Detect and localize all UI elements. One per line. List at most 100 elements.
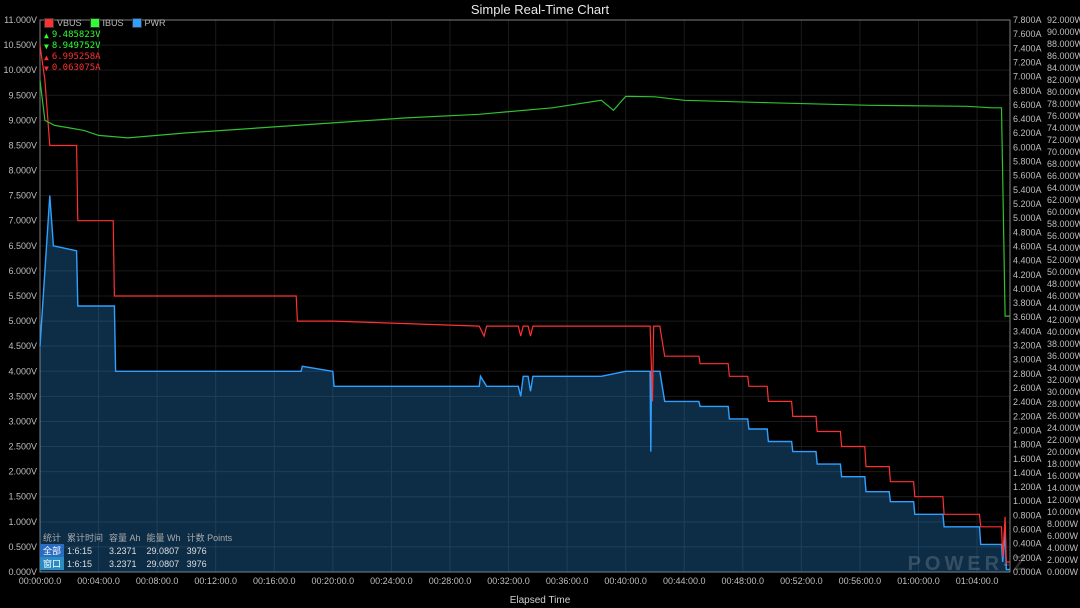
x-axis-label: Elapsed Time <box>0 595 1080 606</box>
svg-text:2.000V: 2.000V <box>8 467 37 477</box>
chart-root: Simple Real-Time Chart 0.000V0.500V1.000… <box>0 0 1080 608</box>
svg-text:6.000V: 6.000V <box>8 266 37 276</box>
readout-row: ▲6.995258A <box>44 52 101 63</box>
svg-text:00:48:00.0: 00:48:00.0 <box>722 576 765 586</box>
svg-text:3.200A: 3.200A <box>1013 341 1042 351</box>
svg-text:18.000W: 18.000W <box>1047 459 1080 469</box>
svg-text:00:04:00.0: 00:04:00.0 <box>77 576 120 586</box>
svg-text:0.600A: 0.600A <box>1013 525 1042 535</box>
stats-header: 计数 Points <box>184 531 236 544</box>
svg-text:38.000W: 38.000W <box>1047 339 1080 349</box>
svg-text:1.400A: 1.400A <box>1013 468 1042 478</box>
svg-text:00:16:00.0: 00:16:00.0 <box>253 576 296 586</box>
legend-item-pwr[interactable]: PWR <box>132 18 166 28</box>
svg-text:46.000W: 46.000W <box>1047 291 1080 301</box>
svg-text:00:56:00.0: 00:56:00.0 <box>839 576 882 586</box>
svg-text:00:40:00.0: 00:40:00.0 <box>604 576 647 586</box>
svg-text:50.000W: 50.000W <box>1047 267 1080 277</box>
readout-row: ▼0.063075A <box>44 63 101 74</box>
svg-text:6.000A: 6.000A <box>1013 142 1042 152</box>
svg-text:34.000W: 34.000W <box>1047 363 1080 373</box>
svg-text:78.000W: 78.000W <box>1047 99 1080 109</box>
svg-text:5.200A: 5.200A <box>1013 199 1042 209</box>
svg-text:2.200A: 2.200A <box>1013 411 1042 421</box>
stats-header: 累计时间 <box>64 531 106 544</box>
svg-text:5.500V: 5.500V <box>8 291 37 301</box>
svg-text:7.000V: 7.000V <box>8 216 37 226</box>
svg-text:4.600A: 4.600A <box>1013 241 1042 251</box>
svg-text:20.000W: 20.000W <box>1047 447 1080 457</box>
svg-text:6.500V: 6.500V <box>8 241 37 251</box>
svg-text:1.000V: 1.000V <box>8 517 37 527</box>
chart-legend: VBUS IBUS PWR <box>44 18 166 28</box>
svg-text:11.000V: 11.000V <box>4 15 37 25</box>
legend-item-ibus[interactable]: IBUS <box>90 18 124 28</box>
svg-text:00:36:00.0: 00:36:00.0 <box>546 576 589 586</box>
svg-text:62.000W: 62.000W <box>1047 195 1080 205</box>
legend-swatch <box>44 18 54 28</box>
svg-text:1.600A: 1.600A <box>1013 454 1042 464</box>
stats-table: 统计累计时间容量 Ah能量 Wh计数 Points全部1:6:153.23712… <box>40 531 235 570</box>
svg-text:6.800A: 6.800A <box>1013 86 1042 96</box>
svg-text:76.000W: 76.000W <box>1047 111 1080 121</box>
svg-text:70.000W: 70.000W <box>1047 147 1080 157</box>
svg-text:00:52:00.0: 00:52:00.0 <box>780 576 823 586</box>
svg-text:00:28:00.0: 00:28:00.0 <box>429 576 472 586</box>
svg-text:8.500V: 8.500V <box>8 140 37 150</box>
svg-text:68.000W: 68.000W <box>1047 159 1080 169</box>
svg-text:4.800A: 4.800A <box>1013 227 1042 237</box>
svg-text:4.500V: 4.500V <box>8 341 37 351</box>
legend-label: PWR <box>145 18 166 28</box>
svg-text:58.000W: 58.000W <box>1047 219 1080 229</box>
svg-text:0.500V: 0.500V <box>8 542 37 552</box>
svg-text:7.200A: 7.200A <box>1013 57 1042 67</box>
svg-text:9.500V: 9.500V <box>8 90 37 100</box>
svg-text:10.500V: 10.500V <box>3 40 37 50</box>
svg-text:8.000V: 8.000V <box>8 166 37 176</box>
svg-text:4.200A: 4.200A <box>1013 270 1042 280</box>
svg-text:22.000W: 22.000W <box>1047 435 1080 445</box>
svg-text:1.200A: 1.200A <box>1013 482 1042 492</box>
svg-text:00:24:00.0: 00:24:00.0 <box>370 576 413 586</box>
svg-text:9.000V: 9.000V <box>8 115 37 125</box>
svg-text:5.000A: 5.000A <box>1013 213 1042 223</box>
stats-row: 窗口1:6:153.237129.08073976 <box>40 557 235 570</box>
svg-text:3.600A: 3.600A <box>1013 312 1042 322</box>
svg-text:10.000V: 10.000V <box>3 65 37 75</box>
svg-text:80.000W: 80.000W <box>1047 87 1080 97</box>
svg-text:5.000V: 5.000V <box>8 316 37 326</box>
legend-label: VBUS <box>57 18 82 28</box>
legend-label: IBUS <box>103 18 124 28</box>
svg-text:3.800A: 3.800A <box>1013 298 1042 308</box>
svg-text:3.500V: 3.500V <box>8 391 37 401</box>
svg-text:40.000W: 40.000W <box>1047 327 1080 337</box>
chart-canvas[interactable]: 0.000V0.500V1.000V1.500V2.000V2.500V3.00… <box>0 0 1080 608</box>
svg-text:3.000A: 3.000A <box>1013 355 1042 365</box>
svg-text:52.000W: 52.000W <box>1047 255 1080 265</box>
svg-text:84.000W: 84.000W <box>1047 63 1080 73</box>
svg-text:0.000W: 0.000W <box>1047 567 1079 577</box>
stats-header: 统计 <box>40 531 64 544</box>
svg-text:72.000W: 72.000W <box>1047 135 1080 145</box>
svg-text:0.400A: 0.400A <box>1013 539 1042 549</box>
svg-text:5.600A: 5.600A <box>1013 171 1042 181</box>
svg-text:0.200A: 0.200A <box>1013 553 1042 563</box>
svg-text:1.500V: 1.500V <box>8 492 37 502</box>
svg-text:48.000W: 48.000W <box>1047 279 1080 289</box>
svg-text:5.800A: 5.800A <box>1013 157 1042 167</box>
svg-text:5.400A: 5.400A <box>1013 185 1042 195</box>
legend-item-vbus[interactable]: VBUS <box>44 18 82 28</box>
svg-text:60.000W: 60.000W <box>1047 207 1080 217</box>
svg-text:24.000W: 24.000W <box>1047 423 1080 433</box>
svg-text:7.600A: 7.600A <box>1013 29 1042 39</box>
svg-text:66.000W: 66.000W <box>1047 171 1080 181</box>
svg-text:88.000W: 88.000W <box>1047 39 1080 49</box>
svg-text:00:12:00.0: 00:12:00.0 <box>194 576 237 586</box>
svg-text:2.400A: 2.400A <box>1013 397 1042 407</box>
svg-text:92.000W: 92.000W <box>1047 15 1080 25</box>
readout-row: ▲9.485823V <box>44 30 101 41</box>
svg-text:1.800A: 1.800A <box>1013 440 1042 450</box>
svg-text:74.000W: 74.000W <box>1047 123 1080 133</box>
stats-header: 能量 Wh <box>144 531 184 544</box>
svg-text:6.000W: 6.000W <box>1047 531 1079 541</box>
